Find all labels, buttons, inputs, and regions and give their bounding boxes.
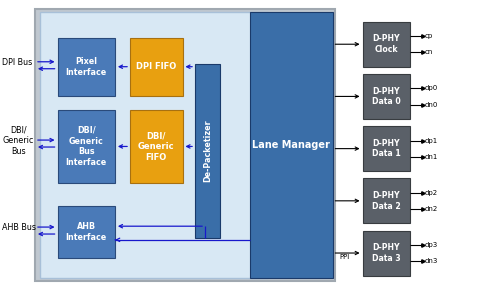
Text: dp0: dp0 xyxy=(425,85,438,91)
Bar xyxy=(362,22,410,67)
Bar xyxy=(362,126,410,171)
Text: AHB
Interface: AHB Interface xyxy=(66,222,107,242)
Bar xyxy=(58,38,115,96)
Text: Pixel
Interface: Pixel Interface xyxy=(66,57,107,77)
Bar xyxy=(40,12,268,278)
Text: De-Packetizer: De-Packetizer xyxy=(203,119,212,182)
Text: cn: cn xyxy=(425,49,434,55)
Bar xyxy=(58,206,115,258)
Bar xyxy=(130,38,182,96)
Text: dn1: dn1 xyxy=(425,154,438,160)
Bar xyxy=(362,178,410,223)
Text: DBI/
Generic
Bus
Interface: DBI/ Generic Bus Interface xyxy=(66,126,107,167)
Text: DPI Bus: DPI Bus xyxy=(2,58,33,67)
Text: AHB Bus: AHB Bus xyxy=(2,223,36,232)
Text: dp2: dp2 xyxy=(425,190,438,196)
Text: D-PHY
Data 1: D-PHY Data 1 xyxy=(372,139,400,159)
Text: D-PHY
Data 3: D-PHY Data 3 xyxy=(372,243,400,263)
Bar xyxy=(195,64,220,238)
Text: DPI FIFO: DPI FIFO xyxy=(136,62,176,71)
Text: Lane Manager: Lane Manager xyxy=(252,140,330,150)
Bar xyxy=(35,9,335,281)
Text: DBI/
Generic
Bus: DBI/ Generic Bus xyxy=(2,126,34,155)
Bar xyxy=(130,110,182,183)
Text: DBI/
Generic
FIFO: DBI/ Generic FIFO xyxy=(138,131,174,162)
Text: dn3: dn3 xyxy=(425,258,438,264)
Text: D-PHY
Data 2: D-PHY Data 2 xyxy=(372,191,400,211)
Text: dn0: dn0 xyxy=(425,102,438,108)
Text: D-PHY
Data 0: D-PHY Data 0 xyxy=(372,86,400,106)
Text: D-PHY
Clock: D-PHY Clock xyxy=(372,34,400,54)
Text: dp1: dp1 xyxy=(425,137,438,144)
Text: cp: cp xyxy=(425,33,433,39)
Bar xyxy=(250,12,332,278)
Bar xyxy=(362,231,410,276)
Text: dn2: dn2 xyxy=(425,206,438,212)
Bar xyxy=(362,74,410,119)
Text: PPI: PPI xyxy=(340,254,350,260)
Bar xyxy=(58,110,115,183)
Text: dp3: dp3 xyxy=(425,242,438,248)
